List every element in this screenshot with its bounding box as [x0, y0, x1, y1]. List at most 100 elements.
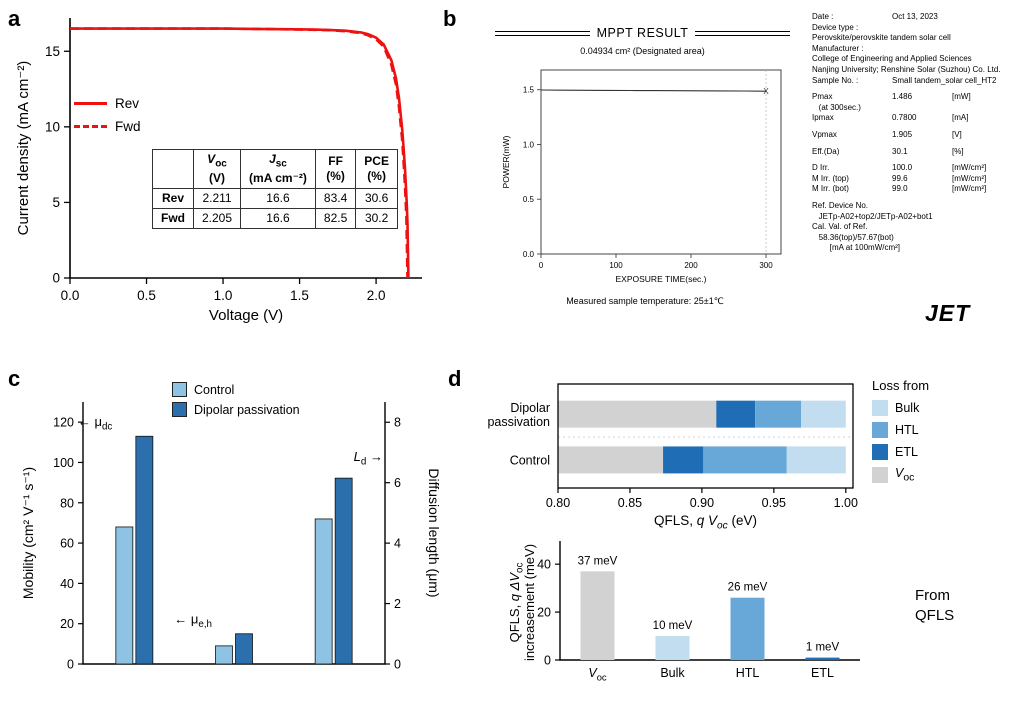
- svg-text:QFLS, q ΔVoc: QFLS, q ΔVoc: [507, 563, 526, 643]
- info-row: Date : Oct 13, 2023: [812, 12, 938, 21]
- svg-text:10: 10: [45, 119, 60, 134]
- mppt-footnote: Measured sample temperature: 25±1℃: [566, 296, 724, 306]
- svg-text:0: 0: [539, 261, 544, 270]
- legend-label-bulk: Bulk: [895, 401, 920, 415]
- svg-text:Voc: Voc: [588, 666, 607, 682]
- svg-text:Mobility (cm² V⁻¹ s⁻¹): Mobility (cm² V⁻¹ s⁻¹): [20, 467, 36, 599]
- legend-item-rev: Rev: [74, 96, 141, 111]
- svg-text:0: 0: [544, 654, 551, 668]
- info-row: Ipmax 0.7800 [mA]: [812, 113, 969, 123]
- info-row: 58.36(top)/57.67(bot): [812, 232, 894, 242]
- svg-text:EXPOSURE TIME(sec.): EXPOSURE TIME(sec.): [616, 274, 707, 284]
- cell-ff: 82.5: [314, 207, 357, 229]
- legend-label-htl: HTL: [895, 423, 919, 437]
- svg-text:15: 15: [45, 44, 60, 59]
- info-row: Device type :: [812, 22, 859, 32]
- svg-text:← μdc: ← μdc: [78, 414, 113, 433]
- mppt-chart: 0 100 200 300 0.0 0.5 1.0 1.5 EXPOSURE TIME(sec.…: [501, 69, 782, 284]
- svg-text:2: 2: [394, 597, 401, 611]
- svg-text:100: 100: [609, 261, 623, 270]
- svg-text:0.0: 0.0: [61, 288, 80, 303]
- info-row: Eff.(Da) 30.1 [%]: [812, 146, 964, 156]
- svg-text:1.5: 1.5: [523, 86, 535, 95]
- legend-item-voc: Voc: [872, 466, 929, 484]
- svg-text:0.85: 0.85: [618, 496, 642, 510]
- info-row: Manufacturer :: [812, 43, 864, 53]
- rev-line-swatch: [74, 102, 107, 105]
- cell-jsc: 16.6: [240, 207, 316, 229]
- info-row: Nanjing University; Renshine Solar (Suzh…: [812, 64, 1001, 74]
- svg-text:Bulk: Bulk: [660, 666, 685, 680]
- svg-text:0.95: 0.95: [762, 496, 786, 510]
- svg-text:X: X: [763, 87, 769, 96]
- info-row: Pmax 1.486 [mW]: [812, 92, 971, 102]
- svg-text:1.0: 1.0: [214, 288, 233, 303]
- info-row: JETp-A02+top2/JETp-A02+bot1: [812, 211, 933, 221]
- svg-text:0.80: 0.80: [546, 496, 570, 510]
- legend-label-voc: Voc: [895, 466, 915, 484]
- cell-voc: 2.205: [192, 207, 242, 229]
- mppt-title-row: MPPT RESULT: [495, 26, 791, 40]
- svg-text:increasement (meV): increasement (meV): [522, 544, 537, 661]
- mobility-legend: Control Dipolar passivation: [172, 382, 300, 417]
- svg-text:200: 200: [684, 261, 698, 270]
- row-label: Fwd: [152, 207, 194, 229]
- table-header-blank: [152, 149, 194, 189]
- svg-text:26 meV: 26 meV: [728, 582, 768, 594]
- mppt-subtitle: 0.04934 cm² (Designated area): [580, 46, 705, 56]
- panel-d-label: d: [448, 366, 462, 391]
- info-row: (at 300sec.): [812, 102, 861, 112]
- qfls-gain-chart: 0 20 40 37 meV Voc 10 meV Bulk 26 meV HTL 1 meV ET…: [507, 541, 860, 682]
- svg-text:0.90: 0.90: [690, 496, 714, 510]
- svg-text:100: 100: [53, 456, 74, 470]
- legend-item-control: Control: [172, 382, 300, 397]
- qfls-legend: Loss from Bulk HTL ETL Voc: [872, 378, 929, 484]
- table-header-ff: FF (%): [314, 149, 357, 189]
- htl-swatch: [872, 422, 888, 438]
- table-header-row: Voc (V) Jsc (mA cm⁻²) FF (%) PCE (%): [152, 149, 398, 189]
- svg-text:Dipolar: Dipolar: [510, 401, 550, 415]
- svg-text:QFLS, q Voc (eV): QFLS, q Voc (eV): [654, 513, 757, 532]
- info-row: D Irr. 100.0 [mW/cm²]: [812, 163, 987, 173]
- panel-a-label: a: [8, 6, 21, 31]
- legend-item-etl: ETL: [872, 444, 929, 460]
- etl-swatch: [872, 444, 888, 460]
- panel-b-label: b: [443, 6, 457, 31]
- jv-parameters-table: Voc (V) Jsc (mA cm⁻²) FF (%) PCE (%) Rev 2.2…: [152, 149, 398, 229]
- legend-label-dipolar: Dipolar passivation: [194, 402, 300, 417]
- svg-text:POWER(mW): POWER(mW): [501, 135, 511, 188]
- legend-label-control: Control: [194, 382, 235, 397]
- info-row: Perovskite/perovskite tandem solar cell: [812, 33, 951, 43]
- row-label: Rev: [152, 187, 194, 209]
- mppt-title: MPPT RESULT: [596, 26, 689, 40]
- svg-text:5: 5: [52, 195, 60, 210]
- legend-label-etl: ETL: [895, 445, 918, 459]
- svg-text:20: 20: [60, 617, 74, 631]
- svg-text:10 meV: 10 meV: [653, 620, 693, 632]
- info-row: [mA at 100mW/cm²]: [812, 243, 901, 253]
- svg-text:300: 300: [759, 261, 773, 270]
- title-rule-right: [695, 30, 791, 36]
- svg-text:passivation: passivation: [487, 415, 550, 429]
- legend-item-fwd: Fwd: [74, 119, 141, 134]
- voc-swatch: [872, 466, 888, 483]
- info-row: M Irr. (top) 99.6 [mW/cm²]: [812, 173, 987, 183]
- legend-item-bulk: Bulk: [872, 400, 929, 416]
- info-row: Vpmax 1.905 [V]: [812, 129, 962, 139]
- legend-item-htl: HTL: [872, 422, 929, 438]
- svg-text:4: 4: [394, 537, 401, 551]
- jv-legend: Rev Fwd: [74, 96, 141, 134]
- svg-text:37 meV: 37 meV: [578, 555, 618, 567]
- svg-text:Control: Control: [510, 453, 550, 467]
- svg-text:HTL: HTL: [736, 666, 760, 680]
- legend-label-rev: Rev: [115, 96, 140, 111]
- table-row-fwd: Fwd 2.205 16.6 82.5 30.2: [152, 207, 398, 229]
- svg-text:0: 0: [52, 271, 60, 286]
- svg-text:Voltage (V): Voltage (V): [209, 307, 283, 324]
- info-row: Ref. Device No.: [812, 200, 869, 210]
- qfls-loss-chart: 0.80 0.85 0.90 0.95 1.00 QFLS, q Voc (eV) Dipo…: [487, 383, 858, 532]
- info-row: College of Engineering and Applied Scien…: [812, 54, 972, 64]
- svg-text:0: 0: [394, 658, 401, 672]
- svg-text:← μe,h: ← μe,h: [174, 612, 212, 631]
